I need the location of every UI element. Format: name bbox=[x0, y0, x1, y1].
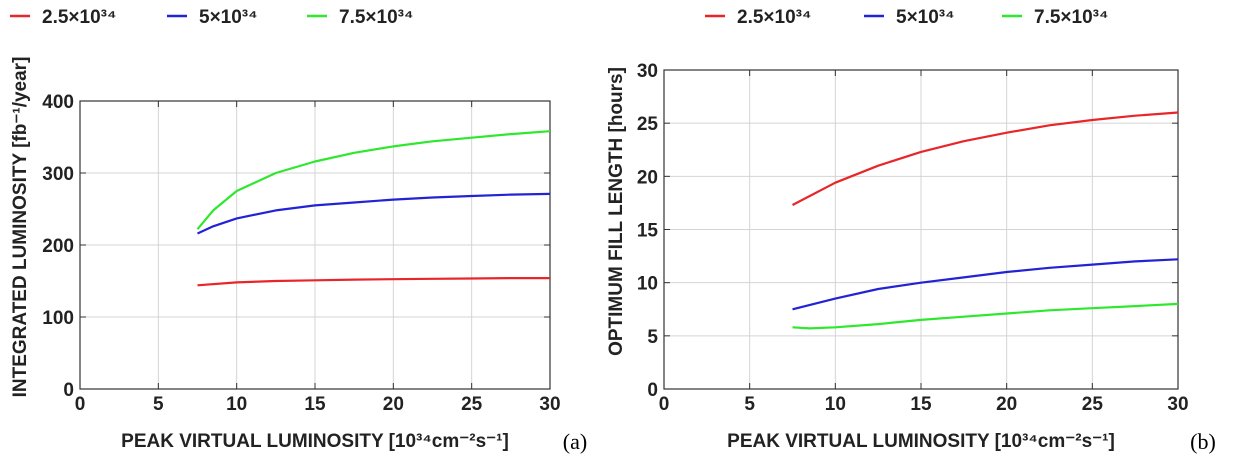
legend-entry-3: 7.5×10³⁴ bbox=[339, 7, 413, 28]
x-tick-label: 30 bbox=[539, 394, 560, 415]
x-axis-title: PEAK VIRTUAL LUMINOSITY [10³⁴cm⁻²s⁻¹] bbox=[121, 431, 509, 452]
panel-label: (b) bbox=[1190, 429, 1216, 454]
y-axis-title: OPTIMUM FILL LENGTH [hours] bbox=[606, 67, 627, 356]
y-tick-label: 400 bbox=[42, 92, 74, 113]
legend-entry-3: 7.5×10³⁴ bbox=[1034, 7, 1108, 28]
x-tick-label: 20 bbox=[383, 394, 404, 415]
legend-entry-1: 2.5×10³⁴ bbox=[42, 7, 116, 28]
y-tick-label: 20 bbox=[637, 167, 658, 188]
x-axis-title: PEAK VIRTUAL LUMINOSITY [10³⁴cm⁻²s⁻¹] bbox=[727, 431, 1115, 452]
y-tick-label: 0 bbox=[647, 380, 658, 401]
x-tick-label: 5 bbox=[744, 394, 755, 415]
panel-label: (a) bbox=[563, 429, 587, 454]
x-tick-label: 25 bbox=[1082, 394, 1104, 415]
x-tick-label: 0 bbox=[659, 394, 670, 415]
x-tick-label: 25 bbox=[461, 394, 483, 415]
y-tick-label: 300 bbox=[42, 164, 74, 185]
chart-b: 0 5 10 15 20 25 30 0 5 10 15 20 25 30 2.5×10³⁴ 5×10³⁴ 7.… bbox=[606, 7, 1216, 454]
legend-entry-2: 5×10³⁴ bbox=[199, 7, 258, 28]
y-tick-label: 200 bbox=[42, 236, 74, 257]
series-line-2 bbox=[197, 192, 551, 235]
y-tick-label: 25 bbox=[637, 114, 659, 135]
x-tick-label: 30 bbox=[1167, 394, 1188, 415]
series-line-1 bbox=[791, 111, 1179, 206]
y-tick-label: 0 bbox=[63, 380, 74, 401]
y-tick-label: 10 bbox=[637, 274, 658, 295]
y-tick-label: 15 bbox=[637, 221, 659, 242]
y-tick-label: 30 bbox=[637, 61, 658, 82]
x-tick-label: 15 bbox=[304, 394, 326, 415]
x-tick-label: 15 bbox=[910, 394, 932, 415]
y-axis-title: INTEGRATED LUMINOSITY [fb⁻¹/year] bbox=[10, 57, 31, 398]
series-line-3 bbox=[792, 302, 1179, 330]
legend-entry-2: 5×10³⁴ bbox=[896, 7, 955, 28]
x-tick-label: 10 bbox=[825, 394, 846, 415]
x-tick-label: 0 bbox=[75, 394, 86, 415]
x-tick-label: 10 bbox=[226, 394, 247, 415]
y-tick-label: 5 bbox=[647, 327, 658, 348]
series-line-1 bbox=[197, 277, 550, 287]
x-tick-label: 5 bbox=[153, 394, 164, 415]
series-line-2 bbox=[792, 258, 1179, 311]
series-line-3 bbox=[196, 130, 551, 230]
y-tick-label: 100 bbox=[42, 308, 74, 329]
legend-entry-1: 2.5×10³⁴ bbox=[737, 7, 811, 28]
x-tick-label: 20 bbox=[996, 394, 1017, 415]
